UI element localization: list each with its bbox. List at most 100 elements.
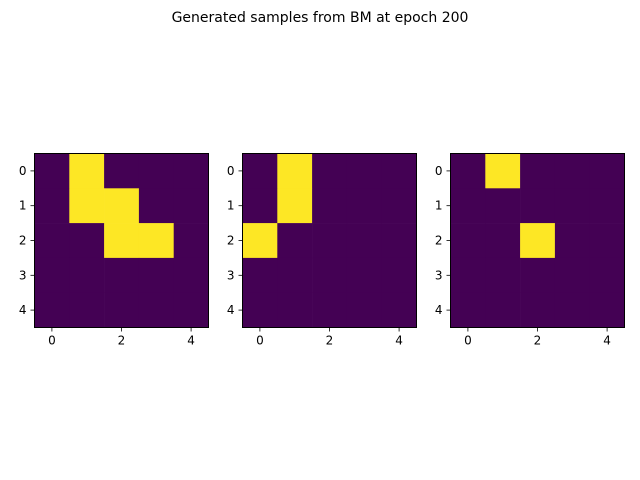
- x-tick-label: 0: [464, 334, 472, 348]
- y-tick-label: 2: [227, 234, 235, 248]
- heatmap-cell: [450, 153, 486, 189]
- heatmap-cell: [450, 188, 486, 224]
- heatmap-cell: [104, 153, 140, 189]
- heatmap-cell: [589, 223, 625, 259]
- heatmap-cell: [312, 257, 348, 293]
- heatmap-cell: [381, 257, 417, 293]
- heatmap-cell: [450, 223, 486, 259]
- heatmap-cell: [520, 153, 556, 189]
- heatmap-cell: [554, 153, 590, 189]
- heatmap-cell: [346, 223, 382, 259]
- heatmap-cell: [104, 257, 140, 293]
- x-tick-label: 0: [48, 334, 56, 348]
- heatmap-cell: [485, 153, 521, 189]
- heatmap-cell: [104, 223, 140, 259]
- y-tick-label: 0: [435, 164, 443, 178]
- heatmap-cell: [34, 153, 70, 189]
- heatmap-cell: [485, 257, 521, 293]
- heatmap-cell: [173, 292, 209, 328]
- heatmap-cell: [381, 188, 417, 224]
- heatmap-cell: [554, 292, 590, 328]
- heatmap-cell: [138, 153, 174, 189]
- heatmap-cell: [242, 223, 278, 259]
- heatmap-cell: [520, 188, 556, 224]
- heatmap-cell: [69, 292, 105, 328]
- heatmap-cell: [346, 292, 382, 328]
- heatmap-cell: [312, 223, 348, 259]
- x-tick-label: 2: [534, 334, 542, 348]
- heatmap-cell: [589, 257, 625, 293]
- heatmap-cell: [69, 257, 105, 293]
- heatmap-cell: [277, 257, 313, 293]
- x-tick-label: 0: [256, 334, 264, 348]
- heatmap-cell: [173, 257, 209, 293]
- y-tick-label: 1: [227, 199, 235, 213]
- heatmap-cell: [277, 223, 313, 259]
- y-tick-label: 4: [19, 303, 27, 317]
- x-tick-label: 2: [326, 334, 334, 348]
- heatmap-cell: [104, 292, 140, 328]
- x-tick-label: 4: [395, 334, 403, 348]
- heatmap-cell: [589, 188, 625, 224]
- heatmap-cell: [312, 188, 348, 224]
- heatmap-cell: [173, 153, 209, 189]
- heatmap-cell: [520, 257, 556, 293]
- figure-title: Generated samples from BM at epoch 200: [172, 10, 469, 26]
- heatmap-cell: [69, 153, 105, 189]
- y-tick-label: 0: [19, 164, 27, 178]
- heatmap-cell: [381, 223, 417, 259]
- heatmap-cell: [34, 292, 70, 328]
- y-tick-label: 4: [435, 303, 443, 317]
- heatmap-cell: [312, 292, 348, 328]
- heatmap-cell: [173, 223, 209, 259]
- heatmap-cell: [485, 223, 521, 259]
- y-tick-label: 1: [435, 199, 443, 213]
- x-tick-label: 4: [603, 334, 611, 348]
- heatmap-cell: [173, 188, 209, 224]
- heatmap-cell: [485, 292, 521, 328]
- heatmap-cell: [242, 188, 278, 224]
- heatmap-cell: [242, 292, 278, 328]
- heatmap-cell: [138, 292, 174, 328]
- heatmap-cell: [589, 153, 625, 189]
- heatmap-cell: [554, 223, 590, 259]
- heatmap-cell: [346, 257, 382, 293]
- heatmap-cell: [277, 153, 313, 189]
- heatmap-cell: [242, 257, 278, 293]
- y-tick-label: 3: [227, 268, 235, 282]
- y-tick-label: 0: [227, 164, 235, 178]
- y-tick-label: 4: [227, 303, 235, 317]
- heatmap-panel-2: 0 2 4 0 1 2 3 4: [227, 153, 417, 348]
- heatmap-cell: [138, 223, 174, 259]
- heatmap-panel-3: 0 2 4 0 1 2 3 4: [435, 153, 625, 348]
- heatmap-cell: [381, 153, 417, 189]
- heatmap-cell: [104, 188, 140, 224]
- heatmap-cell: [450, 257, 486, 293]
- heatmap-cell: [34, 188, 70, 224]
- y-tick-label: 2: [435, 234, 443, 248]
- heatmap-cell: [277, 292, 313, 328]
- heatmap-cell: [589, 292, 625, 328]
- y-tick-label: 2: [19, 234, 27, 248]
- x-tick-label: 4: [187, 334, 195, 348]
- heatmap-cell: [69, 223, 105, 259]
- heatmap-cell: [346, 153, 382, 189]
- heatmap-cell: [485, 188, 521, 224]
- heatmap-cell: [554, 257, 590, 293]
- heatmap-cell: [69, 188, 105, 224]
- heatmap-cell: [138, 188, 174, 224]
- y-tick-label: 3: [435, 268, 443, 282]
- heatmap-cell: [34, 257, 70, 293]
- heatmap-cell: [520, 223, 556, 259]
- y-tick-label: 1: [19, 199, 27, 213]
- y-tick-label: 3: [19, 268, 27, 282]
- heatmap-cell: [381, 292, 417, 328]
- heatmap-cell: [554, 188, 590, 224]
- heatmap-cell: [138, 257, 174, 293]
- heatmap-cell: [346, 188, 382, 224]
- heatmap-panel-1: 0 2 4 0 1 2 3 4: [19, 153, 209, 348]
- heatmap-cell: [242, 153, 278, 189]
- heatmap-cell: [450, 292, 486, 328]
- heatmap-cell: [520, 292, 556, 328]
